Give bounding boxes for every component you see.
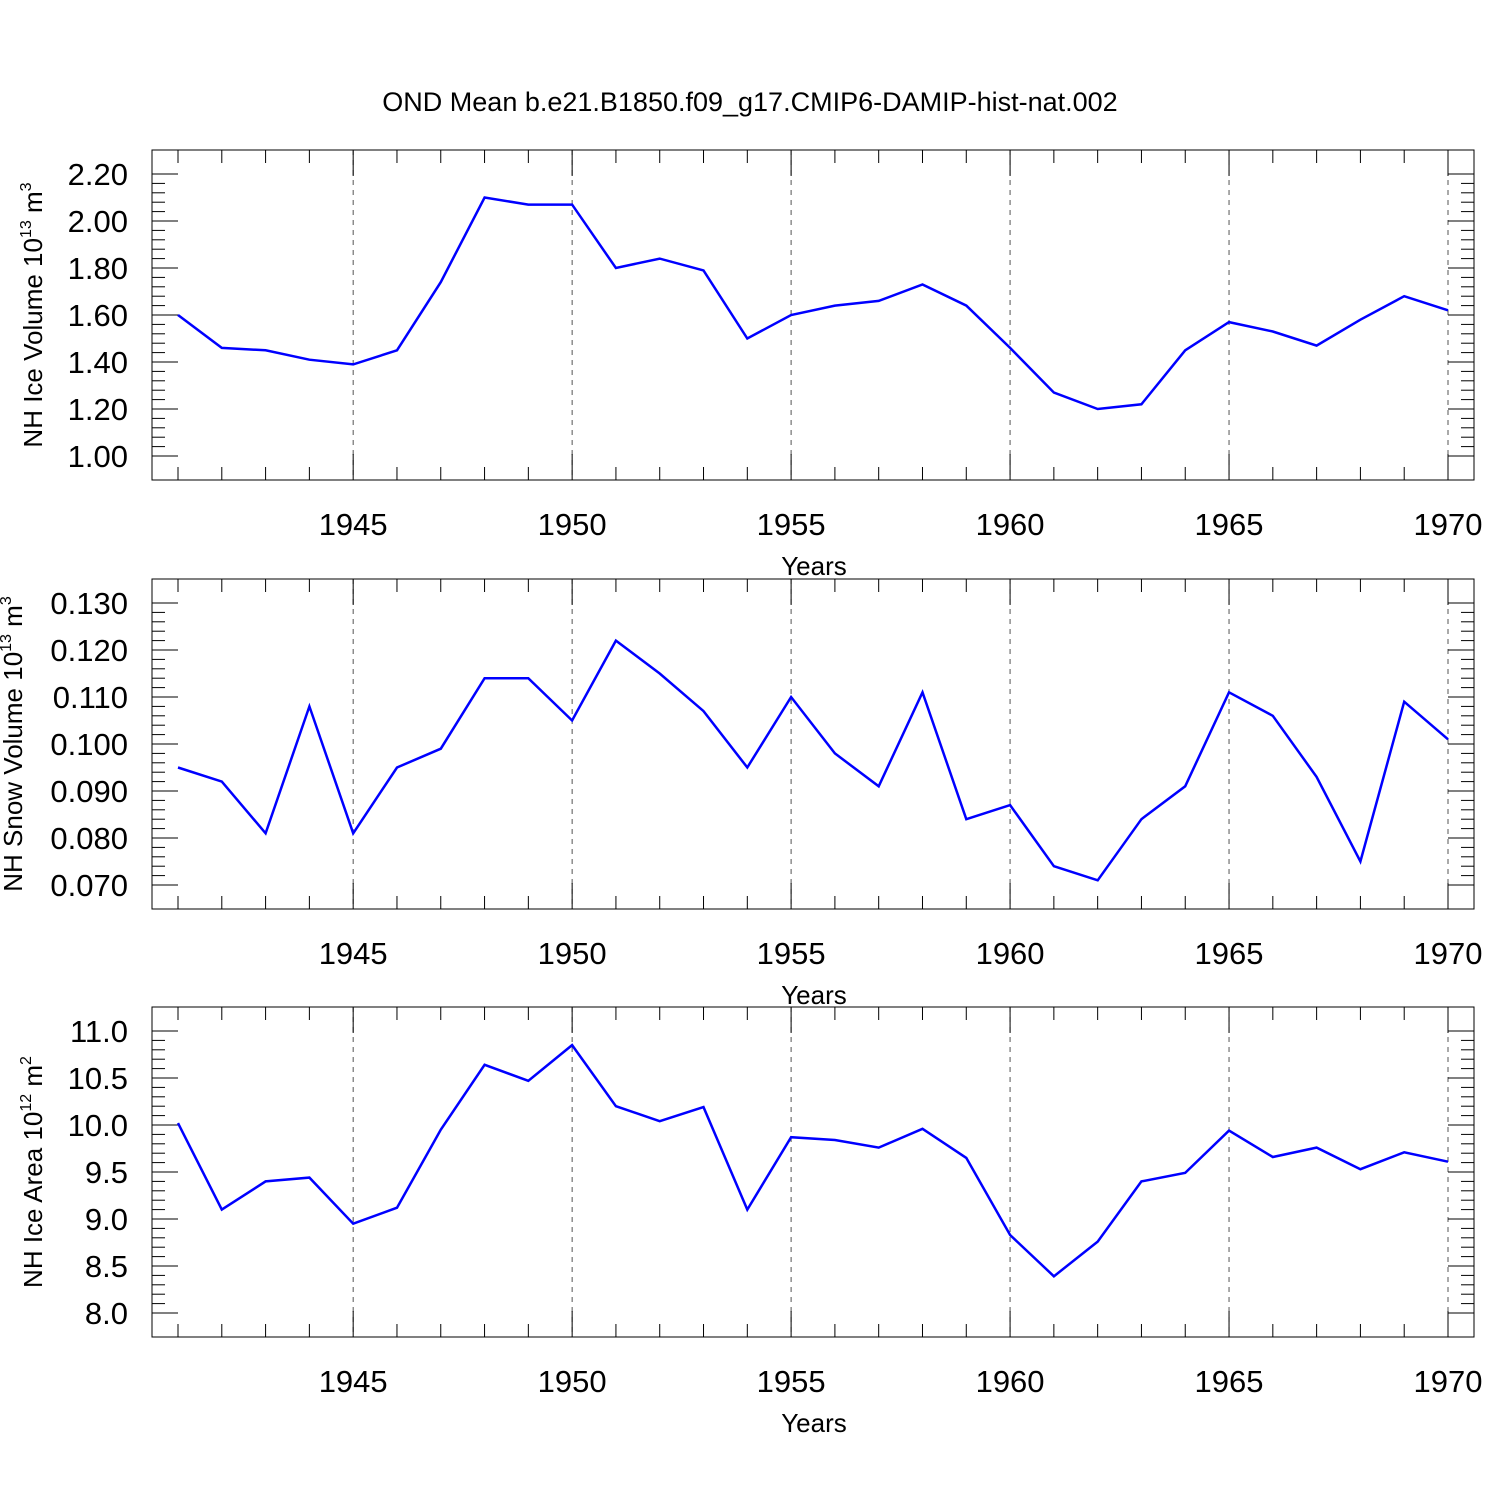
- plot-frame: [151, 578, 1475, 910]
- y-axis-label-exponent: 2: [18, 1056, 35, 1065]
- y-tick-label: 1.40: [68, 345, 128, 380]
- y-axis-label-exponent: 12: [18, 1094, 35, 1112]
- y-axis-label-part: m: [18, 191, 48, 220]
- plot-frame: [151, 1006, 1475, 1338]
- y-axis-label: NH Ice Area 1012 m2: [18, 1056, 48, 1288]
- y-axis-label: NH Ice Volume 1013 m3: [18, 182, 48, 447]
- x-axis-label: Years: [781, 1408, 847, 1438]
- y-tick-label: 1.60: [68, 298, 128, 333]
- x-tick-label: 1970: [1414, 507, 1483, 542]
- x-tick-label: 1955: [757, 507, 826, 542]
- x-tick-label: 1945: [319, 507, 388, 542]
- y-axis-label-part: m: [0, 605, 28, 634]
- y-axis-label-part: m: [18, 1065, 48, 1094]
- y-tick-label: 0.130: [50, 586, 128, 621]
- x-tick-label: 1965: [1195, 507, 1264, 542]
- x-tick-label: 1970: [1414, 936, 1483, 971]
- plot-frame: [151, 149, 1475, 481]
- y-tick-label: 1.00: [68, 439, 128, 474]
- x-tick-label: 1960: [976, 507, 1045, 542]
- series-line: [177, 196, 1449, 411]
- y-axis-label-exponent: 3: [18, 182, 35, 191]
- panel-3: 8.0 8.5 9.0 9.5 10.0 10.5 11.0 1945 1950 1955 1960…: [18, 1006, 1483, 1438]
- series-line: [176, 1043, 1449, 1278]
- y-axis-label-part: NH Ice Area 10: [18, 1112, 48, 1288]
- x-axis-label: Years: [781, 551, 847, 581]
- y-axis-label-exponent: 3: [0, 596, 15, 605]
- x-tick-label: 1955: [757, 1364, 826, 1399]
- y-tick-label: 0.120: [50, 633, 128, 668]
- y-axis-label: NH Snow Volume 1013 m3: [0, 596, 28, 892]
- y-tick-label: 0.070: [50, 868, 128, 903]
- y-tick-label: 9.0: [85, 1202, 128, 1237]
- y-tick-label: 8.5: [85, 1249, 128, 1284]
- y-tick-label: 11.0: [70, 1014, 128, 1049]
- series-line: [177, 638, 1449, 882]
- y-tick-label: 8.0: [85, 1296, 128, 1331]
- x-tick-label: 1950: [538, 507, 607, 542]
- y-axis-label-exponent: 13: [18, 220, 35, 238]
- y-axis-label-part: NH Snow Volume 10: [0, 652, 28, 892]
- x-tick-label: 1970: [1414, 1364, 1483, 1399]
- x-tick-label: 1945: [319, 1364, 388, 1399]
- y-tick-label: 1.80: [68, 251, 128, 286]
- panel-1: 1.00 1.20 1.40 1.60 1.80 2.00 2.20 1945 1950 1955…: [18, 149, 1483, 581]
- x-tick-label: 1950: [538, 936, 607, 971]
- y-axis-label-exponent: 13: [0, 634, 15, 652]
- y-tick-label: 2.00: [68, 204, 128, 239]
- x-tick-label: 1945: [319, 936, 388, 971]
- y-axis-label-part: NH Ice Volume 10: [18, 238, 48, 448]
- x-tick-label: 1955: [757, 936, 826, 971]
- x-axis-label: Years: [781, 980, 847, 1010]
- x-tick-label: 1965: [1195, 1364, 1264, 1399]
- y-tick-label: 10.0: [68, 1108, 128, 1143]
- y-tick-label: 2.20: [68, 157, 128, 192]
- chart-title: OND Mean b.e21.B1850.f09_g17.CMIP6-DAMIP…: [382, 87, 1117, 117]
- y-tick-label: 10.5: [68, 1061, 128, 1096]
- y-tick-label: 9.5: [85, 1155, 128, 1190]
- panel-2: 0.070 0.080 0.090 0.100 0.110 0.120 0.130 1945 1…: [0, 578, 1483, 1010]
- x-tick-label: 1960: [976, 1364, 1045, 1399]
- x-tick-label: 1950: [538, 1364, 607, 1399]
- y-tick-label: 0.090: [50, 774, 128, 809]
- y-tick-label: 0.100: [50, 727, 128, 762]
- x-tick-label: 1960: [976, 936, 1045, 971]
- y-tick-label: 1.20: [68, 392, 128, 427]
- y-tick-label: 0.110: [53, 680, 128, 715]
- x-tick-label: 1965: [1195, 936, 1264, 971]
- y-tick-label: 0.080: [50, 821, 128, 856]
